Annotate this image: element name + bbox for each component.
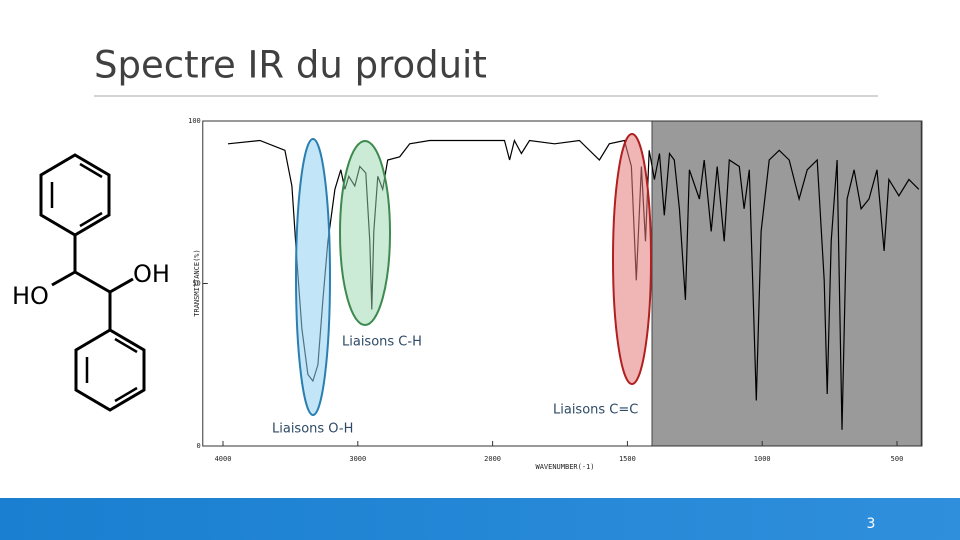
footer-bar [0, 498, 960, 540]
oh-highlight [295, 138, 331, 416]
x-axis-label: WAVENUMBER(-1) [535, 463, 594, 471]
y-tick-label: 50 [192, 280, 200, 288]
ch-highlight [339, 140, 391, 326]
cc-highlight [612, 133, 652, 385]
y-axis-label: TRANSMITTANCE(%) [193, 249, 201, 316]
x-tick-label: 4000 [215, 455, 232, 463]
annotation: Liaisons C=C [553, 403, 638, 418]
slide-title: Spectre IR du produit [94, 44, 487, 87]
molecule-label: HO [12, 282, 49, 310]
annotation: Liaisons O-H [272, 422, 353, 437]
y-tick-label: 0 [197, 442, 201, 450]
fingerprint-region [651, 120, 923, 447]
annotation: Liaisons C-H [342, 335, 422, 350]
molecule [39, 153, 146, 412]
page-number: 3 [867, 516, 876, 532]
x-tick-label: 1000 [754, 455, 771, 463]
y-tick-label: 100 [188, 117, 201, 125]
molecule-label: OH [133, 260, 170, 288]
x-tick-label: 500 [891, 455, 904, 463]
x-tick-label: 1500 [619, 455, 636, 463]
x-tick-label: 2000 [484, 455, 501, 463]
x-tick-label: 3000 [349, 455, 366, 463]
